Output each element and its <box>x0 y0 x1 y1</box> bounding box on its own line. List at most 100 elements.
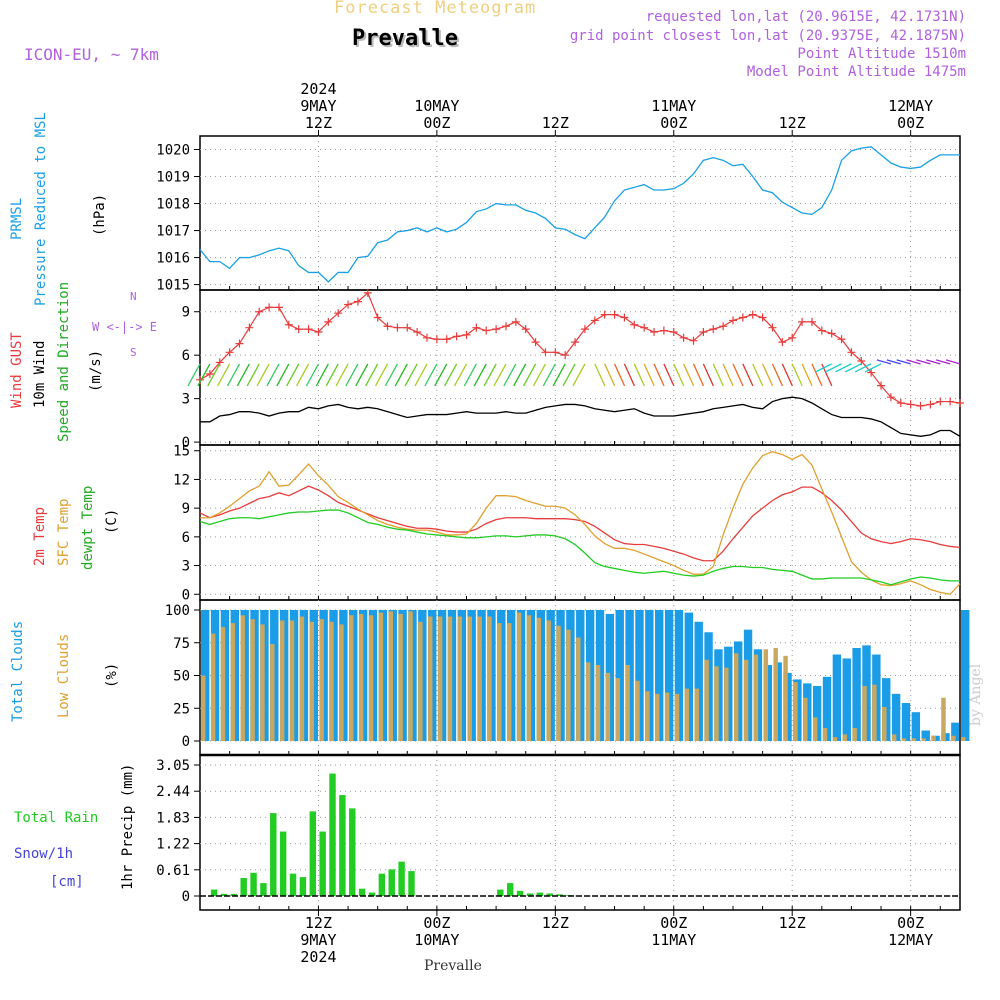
total-cloud-bar <box>674 610 684 741</box>
wind-gust-marker <box>837 335 846 344</box>
wind-gust-marker <box>314 328 323 337</box>
wind-10m-line <box>200 396 961 437</box>
total-cloud-bar <box>694 621 703 741</box>
wind-dir-arrow <box>752 363 764 387</box>
wind-gust-marker <box>827 329 836 338</box>
wind-dir-arrow <box>345 363 359 387</box>
total-cloud-bar <box>961 610 970 741</box>
wind-dir-arrow <box>473 363 487 387</box>
wind-gust-marker <box>679 333 688 342</box>
snow-label: Snow/1h <box>14 846 74 862</box>
y-tick-label: 6 <box>182 348 190 364</box>
wind-dir-arrow <box>424 363 438 387</box>
low-cloud-bar <box>358 613 364 741</box>
top-time-label: 00Z <box>423 114 450 132</box>
low-cloud-bar <box>872 684 877 741</box>
wind-gust-marker <box>561 351 570 360</box>
wind-gust-marker <box>719 322 728 331</box>
low-cloud-bar <box>793 682 798 741</box>
low-cloud-bar <box>763 649 769 741</box>
rain-bar <box>516 890 524 896</box>
low-cloud-bar <box>733 653 739 741</box>
wind-dir-arrow <box>906 359 921 365</box>
wind-dir-arrow <box>197 363 211 387</box>
y-tick-label: 1.22 <box>156 837 190 853</box>
wind-gust-marker <box>245 323 254 332</box>
wind-dir-arrow <box>434 363 448 387</box>
bottom-time-label: 00Z <box>660 914 687 932</box>
total-cloud-bar <box>832 654 842 741</box>
wind-dir-arrow <box>483 363 497 387</box>
wind-gust-marker <box>807 317 816 326</box>
wind-dir-arrow <box>594 363 606 387</box>
low-cloud-bar <box>576 637 581 741</box>
wind-gust-marker <box>324 317 333 326</box>
point-altitude: Point Altitude 1510m <box>797 46 966 62</box>
rain-bar <box>210 889 218 896</box>
wind-gust-marker <box>294 325 303 334</box>
low-cloud-bar <box>457 616 463 741</box>
rain-bar <box>368 892 376 896</box>
low-cloud-bar <box>743 659 749 741</box>
wind-gust-marker <box>857 356 866 365</box>
y-tick-label: 12 <box>173 472 190 488</box>
y-tick-label: 100 <box>165 603 190 619</box>
y-tick-label: 9 <box>182 305 190 321</box>
wind-gust-marker <box>501 322 510 331</box>
low-cloud-bar <box>240 615 245 741</box>
wind-gust-marker <box>344 300 353 309</box>
top-time-label: 2024 <box>300 80 336 98</box>
low-cloud-bar <box>882 706 887 741</box>
y-tick-label: 1015 <box>156 278 190 294</box>
model-label: ICON-EU, ~ 7km <box>24 45 159 64</box>
wind-gust-marker <box>620 313 629 322</box>
low-cloud-bar <box>408 611 413 741</box>
wind-gust-marker <box>580 325 589 334</box>
wind-gust-marker <box>472 323 481 332</box>
low-cloud-bar <box>250 619 255 741</box>
wind-dir-arrow <box>791 363 803 387</box>
low-cloud-bar <box>704 659 709 741</box>
rain-bar <box>289 873 297 896</box>
top-time-label: 10MAY <box>414 97 459 115</box>
wind-gust-marker <box>304 325 313 334</box>
wind-dir-arrow <box>653 363 665 387</box>
wind-dir-arrow <box>384 363 398 387</box>
top-time-label: 12MAY <box>888 97 933 115</box>
low-cloud-bar <box>319 619 324 741</box>
wind-gust-marker <box>946 397 955 406</box>
top-time-label: 9MAY <box>300 97 336 115</box>
wind-dir-arrow <box>916 359 931 365</box>
y-tick-label: 1020 <box>156 143 190 159</box>
low-cloud-bar <box>714 666 719 741</box>
compass-we: W <-|-> E <box>92 320 158 334</box>
low-cloud-bar <box>832 737 838 741</box>
wind-dir-arrow <box>811 363 823 387</box>
wind-dir-arrow <box>673 363 685 387</box>
wind-gust-marker <box>274 303 283 312</box>
wind-dir-arrow <box>493 363 507 387</box>
rain-bar <box>230 893 238 896</box>
wind-gust-marker <box>255 307 264 316</box>
y-tick-label: 15 <box>173 444 190 460</box>
wind-gust-marker <box>798 317 807 326</box>
wind-dir-arrow <box>355 363 369 387</box>
panel-frame-pressure <box>199 135 961 291</box>
top-time-label: 12Z <box>779 114 806 132</box>
y-tick-label: 9 <box>182 501 190 517</box>
wind-dir-arrow <box>552 363 566 387</box>
wind-dir-arrow <box>633 363 645 387</box>
wind-gust-marker <box>699 328 708 337</box>
low-cloud-bar <box>270 644 275 741</box>
wind-dir-arrow <box>845 363 862 373</box>
wind-gust-marker <box>650 328 659 337</box>
wind-gust-marker <box>758 313 767 322</box>
top-time-label: 11MAY <box>651 97 696 115</box>
low-cloud-bar <box>941 697 946 741</box>
wind-dir-arrow <box>702 363 714 387</box>
rain-bar <box>358 888 366 896</box>
y-tick-label: 25 <box>173 701 190 717</box>
wind-dir-arrow <box>663 363 675 387</box>
bottom-time-label: 00Z <box>423 914 450 932</box>
